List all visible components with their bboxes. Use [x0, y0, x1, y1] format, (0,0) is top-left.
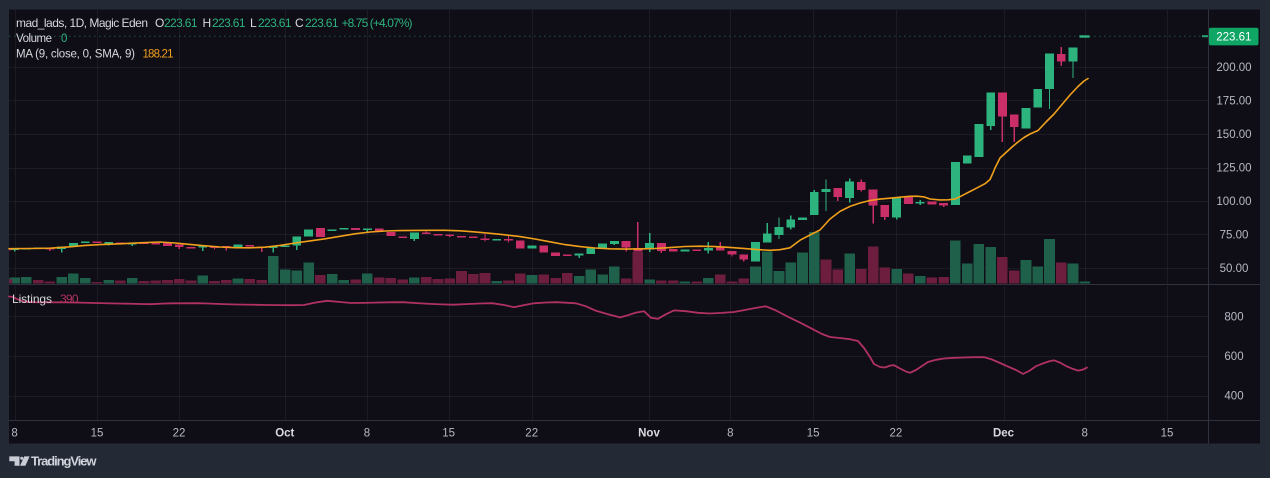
- svg-text:Nov: Nov: [638, 428, 660, 440]
- svg-text:188.21: 188.21: [143, 49, 174, 61]
- svg-text:390: 390: [60, 292, 79, 306]
- svg-text:Dec: Dec: [993, 428, 1015, 440]
- svg-text:L: L: [250, 16, 257, 30]
- svg-text:22: 22: [890, 428, 903, 440]
- svg-text:C: C: [295, 16, 304, 30]
- svg-text:200.00: 200.00: [1216, 62, 1251, 74]
- svg-text:223.61: 223.61: [1216, 31, 1251, 43]
- svg-text:223.61: 223.61: [212, 16, 246, 30]
- svg-text:mad_lads, 1D, Magic Eden: mad_lads, 1D, Magic Eden: [16, 16, 148, 30]
- svg-text:TradingView: TradingView: [31, 453, 97, 468]
- svg-text:O: O: [155, 16, 164, 30]
- svg-text:223.61: 223.61: [258, 16, 292, 30]
- svg-text:Listings: Listings: [12, 292, 52, 306]
- svg-text:15: 15: [91, 428, 104, 440]
- svg-text:22: 22: [173, 428, 186, 440]
- svg-text:8: 8: [727, 428, 733, 440]
- svg-text:15: 15: [1161, 428, 1174, 440]
- svg-text:0: 0: [61, 33, 67, 45]
- svg-text:125.00: 125.00: [1216, 163, 1251, 175]
- svg-text:223.61: 223.61: [305, 16, 339, 30]
- svg-text:223.61: 223.61: [164, 16, 198, 30]
- svg-text:75.00: 75.00: [1220, 230, 1249, 242]
- svg-text:8: 8: [1081, 428, 1087, 440]
- svg-text:8: 8: [364, 428, 370, 440]
- svg-text:50.00: 50.00: [1220, 263, 1249, 275]
- svg-text:8: 8: [11, 428, 17, 440]
- svg-text:22: 22: [525, 428, 538, 440]
- svg-text:Volume: Volume: [16, 33, 52, 45]
- svg-text:100.00: 100.00: [1216, 196, 1251, 208]
- svg-text:+8.75 (+4.07%): +8.75 (+4.07%): [342, 16, 413, 30]
- svg-text:15: 15: [807, 428, 820, 440]
- svg-text:15: 15: [442, 428, 455, 440]
- svg-text:150.00: 150.00: [1216, 129, 1251, 141]
- svg-text:Oct: Oct: [275, 428, 294, 440]
- svg-text:H: H: [203, 16, 212, 30]
- svg-text:400: 400: [1224, 391, 1243, 403]
- svg-text:MA (9, close, 0, SMA, 9): MA (9, close, 0, SMA, 9): [16, 49, 135, 61]
- svg-text:800: 800: [1224, 312, 1243, 324]
- svg-text:175.00: 175.00: [1216, 96, 1251, 108]
- svg-text:600: 600: [1224, 351, 1243, 363]
